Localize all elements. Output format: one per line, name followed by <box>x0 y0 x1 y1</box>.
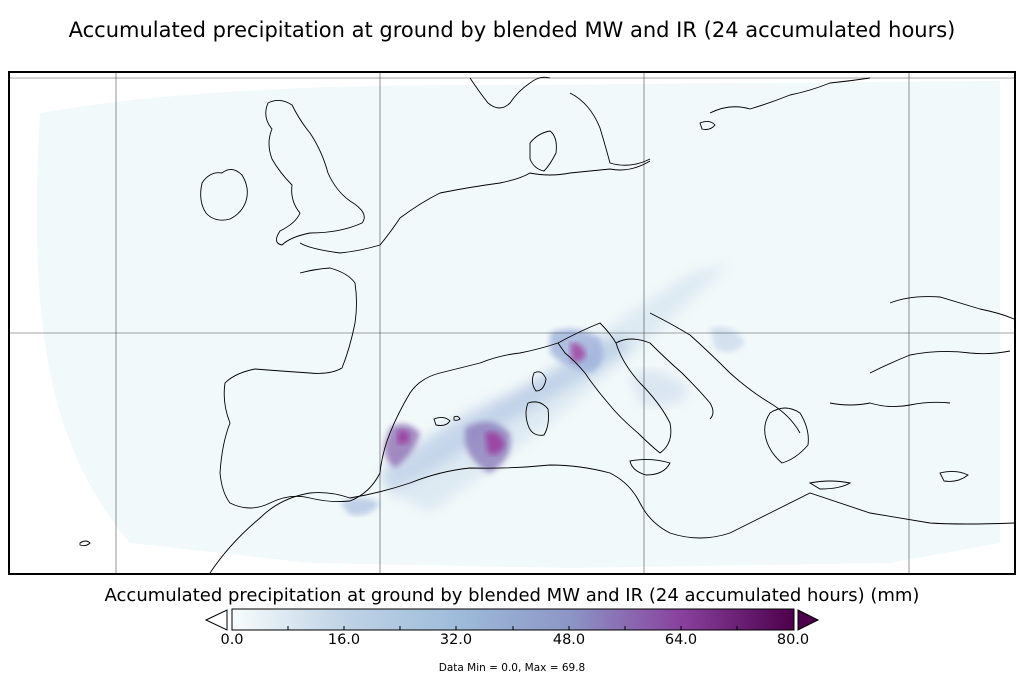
coverage-area <box>36 81 1000 568</box>
colorbar-under-arrow <box>204 609 228 631</box>
colorbar-tick-label: 80.0 <box>776 632 810 648</box>
colorbar-label: Accumulated precipitation at ground by b… <box>104 585 920 606</box>
map-gridlines <box>10 73 1014 573</box>
colorbar-tick-label: 48.0 <box>552 632 586 648</box>
colorbar-graphic <box>204 608 820 631</box>
map-canvas <box>10 73 1014 573</box>
colorbar <box>200 606 820 634</box>
colorbar-tick-label: 32.0 <box>439 632 473 648</box>
precipitation-map <box>8 71 1016 575</box>
colorbar-over-arrow <box>797 609 820 631</box>
colorbar-tick-label: 0.0 <box>220 632 244 648</box>
colorbar-tick-label: 16.0 <box>327 632 361 648</box>
coastlines <box>79 76 1014 573</box>
map-title: Accumulated precipitation at ground by b… <box>68 18 956 42</box>
colorbar-tick-label: 64.0 <box>664 632 698 648</box>
data-min-max-note: Data Min = 0.0, Max = 69.8 <box>438 662 586 674</box>
